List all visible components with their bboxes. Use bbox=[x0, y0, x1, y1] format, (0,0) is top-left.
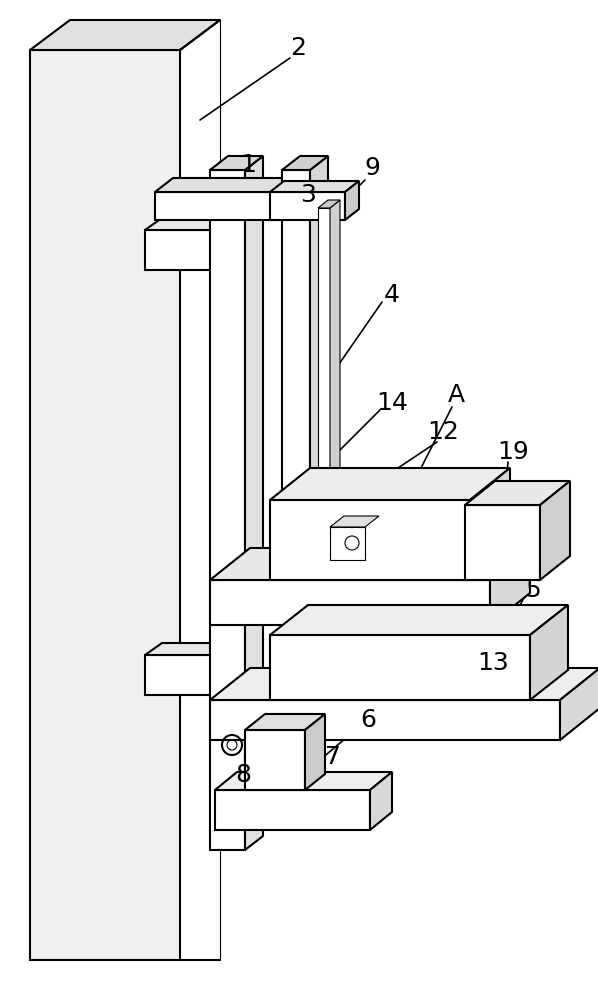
Polygon shape bbox=[245, 156, 263, 850]
Polygon shape bbox=[225, 643, 240, 695]
Polygon shape bbox=[330, 516, 379, 527]
Polygon shape bbox=[345, 181, 359, 220]
Polygon shape bbox=[330, 200, 340, 620]
Polygon shape bbox=[282, 156, 328, 170]
Polygon shape bbox=[145, 643, 240, 655]
Polygon shape bbox=[370, 772, 392, 830]
Polygon shape bbox=[270, 635, 530, 700]
Polygon shape bbox=[210, 668, 598, 700]
Text: 6: 6 bbox=[360, 708, 376, 732]
Polygon shape bbox=[270, 605, 568, 635]
Polygon shape bbox=[465, 505, 540, 580]
Polygon shape bbox=[145, 230, 225, 270]
Polygon shape bbox=[225, 218, 240, 270]
Polygon shape bbox=[310, 156, 328, 620]
Polygon shape bbox=[300, 178, 318, 220]
Polygon shape bbox=[318, 200, 340, 208]
Polygon shape bbox=[470, 468, 510, 580]
Text: 4: 4 bbox=[384, 283, 400, 307]
Text: 19: 19 bbox=[497, 440, 529, 464]
Polygon shape bbox=[560, 668, 598, 740]
Polygon shape bbox=[270, 500, 470, 580]
Text: 9: 9 bbox=[364, 156, 380, 180]
Polygon shape bbox=[330, 527, 365, 560]
Polygon shape bbox=[155, 178, 318, 192]
Text: 5: 5 bbox=[525, 578, 541, 602]
Text: 12: 12 bbox=[427, 420, 459, 444]
Text: 2: 2 bbox=[290, 36, 306, 60]
Polygon shape bbox=[215, 772, 392, 790]
Polygon shape bbox=[540, 481, 570, 580]
Polygon shape bbox=[245, 730, 305, 790]
Text: 7: 7 bbox=[325, 745, 341, 769]
Text: 1: 1 bbox=[240, 153, 256, 177]
Polygon shape bbox=[30, 20, 220, 50]
Polygon shape bbox=[210, 580, 490, 625]
Text: A: A bbox=[447, 383, 465, 407]
Polygon shape bbox=[282, 170, 310, 620]
Polygon shape bbox=[270, 192, 345, 220]
Text: 3: 3 bbox=[300, 183, 316, 207]
Polygon shape bbox=[210, 156, 263, 170]
Polygon shape bbox=[270, 181, 359, 192]
Polygon shape bbox=[145, 655, 225, 695]
Polygon shape bbox=[210, 170, 245, 850]
Polygon shape bbox=[270, 468, 510, 500]
Polygon shape bbox=[210, 700, 560, 740]
Text: 14: 14 bbox=[376, 391, 408, 415]
Polygon shape bbox=[145, 218, 240, 230]
Polygon shape bbox=[215, 790, 370, 830]
Polygon shape bbox=[305, 714, 325, 790]
Text: 8: 8 bbox=[235, 763, 251, 787]
Polygon shape bbox=[465, 481, 570, 505]
Polygon shape bbox=[210, 548, 530, 580]
Polygon shape bbox=[245, 714, 325, 730]
Polygon shape bbox=[155, 192, 300, 220]
Polygon shape bbox=[30, 50, 180, 960]
Polygon shape bbox=[318, 208, 330, 620]
Polygon shape bbox=[530, 605, 568, 700]
Polygon shape bbox=[490, 548, 530, 625]
Text: 13: 13 bbox=[477, 651, 509, 675]
